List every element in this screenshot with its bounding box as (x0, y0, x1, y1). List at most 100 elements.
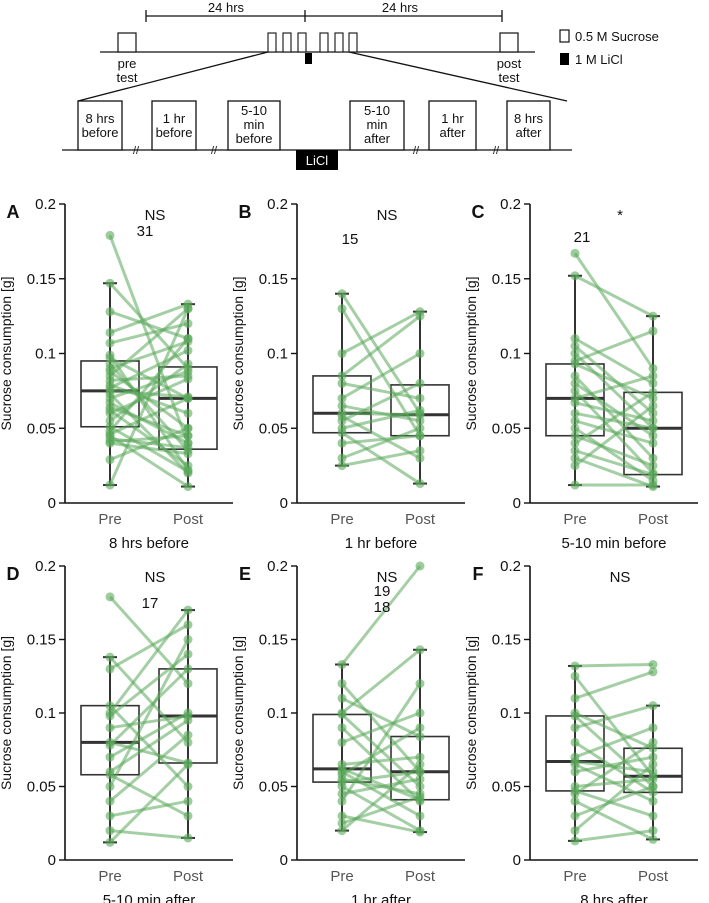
data-point-post (648, 659, 658, 669)
significance-label: NS (377, 569, 398, 586)
data-point-pre (105, 328, 115, 338)
data-point-pre (105, 826, 115, 836)
y-tick-label: 0.05 (27, 420, 56, 437)
data-point-post (648, 423, 658, 433)
pair-line (109, 740, 189, 765)
data-point-post (415, 759, 425, 769)
data-point-pre (337, 428, 347, 438)
session-label: 8 hrs (86, 111, 115, 126)
pair-line (341, 310, 421, 355)
y-tick-label: 0.15 (492, 632, 521, 649)
data-point-pre (337, 659, 347, 669)
data-point-post (648, 767, 658, 777)
data-point-post (648, 326, 658, 336)
pair-line (109, 434, 189, 444)
y-tick-label: 0 (513, 852, 521, 869)
pair-line (109, 310, 189, 340)
data-point-post (415, 723, 425, 733)
interval-label-right: 24 hrs (382, 0, 419, 15)
pair-line (574, 789, 654, 818)
x-tick-label-post: Post (173, 868, 204, 885)
pair-line (341, 763, 421, 832)
training-sucrose-box (267, 32, 277, 53)
data-point-pre (570, 378, 580, 388)
significance-label: * (617, 207, 623, 224)
data-point-post (183, 664, 193, 674)
session-label: 1 hr (441, 111, 464, 126)
data-point-post (648, 826, 658, 836)
pair-line (341, 426, 421, 460)
timeline-break-mark: // (413, 145, 420, 157)
pair-line (340, 292, 422, 415)
data-point-pre (570, 723, 580, 733)
data-point-post (648, 461, 658, 471)
data-point-post (648, 416, 658, 426)
y-tick-label: 0.05 (259, 779, 288, 796)
y-tick-label: 0.1 (500, 346, 521, 363)
x-tick-label-pre: Pre (563, 868, 586, 885)
session-label: 5-10 (241, 103, 267, 118)
data-point-post (183, 730, 193, 740)
data-point-post (183, 467, 193, 477)
data-point-post (648, 363, 658, 373)
session-label: min (367, 117, 388, 132)
data-point-pre (337, 438, 347, 448)
data-point-post (648, 752, 658, 762)
data-point-pre (570, 759, 580, 769)
panel-letter: C (472, 202, 485, 222)
session-box (227, 100, 281, 151)
pair-line (109, 714, 189, 730)
data-point-pre (570, 661, 580, 671)
data-point-post (183, 620, 193, 630)
y-tick-label: 0.05 (27, 779, 56, 796)
data-point-post (183, 423, 193, 433)
session-box (151, 100, 197, 151)
data-point-post (648, 470, 658, 480)
panel-letter: D (7, 564, 20, 584)
pair-line (109, 302, 189, 334)
session-box (506, 100, 551, 151)
data-point-post (183, 366, 193, 376)
data-point-post (648, 774, 658, 784)
data-point-post (648, 431, 658, 441)
y-tick-label: 0.1 (267, 705, 288, 722)
data-point-post (183, 635, 193, 644)
data-point-pre (337, 818, 347, 828)
data-point-post (648, 401, 658, 411)
panel-title: 5-10 min before (561, 535, 666, 552)
pair-line (341, 381, 421, 400)
pair-line (341, 408, 421, 430)
pair-line (574, 391, 654, 445)
session-label: after (364, 131, 391, 146)
data-point-post (415, 311, 425, 321)
pair-line (340, 682, 422, 803)
training-sucrose-box (319, 32, 329, 53)
y-tick-label: 0 (280, 495, 288, 512)
data-point-post (648, 480, 658, 490)
data-point-pre (337, 737, 347, 747)
y-axis-label: Sucrose consumption [g] (230, 276, 246, 430)
data-point-post (183, 737, 193, 747)
y-tick-label: 0.05 (492, 779, 521, 796)
x-tick-label-pre: Pre (98, 868, 121, 885)
y-tick-label: 0 (513, 495, 521, 512)
pair-line (108, 595, 190, 685)
data-point-post (415, 378, 425, 388)
timeline-break-mark: // (493, 145, 500, 157)
pair-line (109, 441, 189, 456)
data-point-post (648, 371, 658, 381)
pair-line (341, 352, 421, 400)
data-point-post (415, 767, 425, 777)
session-label: before (156, 125, 193, 140)
pair-line (341, 314, 421, 378)
session-label: before (236, 131, 273, 146)
data-point-post (648, 667, 658, 677)
pair-line (574, 401, 654, 423)
pair-line (109, 307, 189, 378)
pair-line (341, 382, 421, 423)
data-point-pre (105, 740, 115, 750)
data-point-pre (570, 431, 580, 441)
pair-line (574, 329, 654, 363)
data-point-pre (105, 592, 115, 602)
